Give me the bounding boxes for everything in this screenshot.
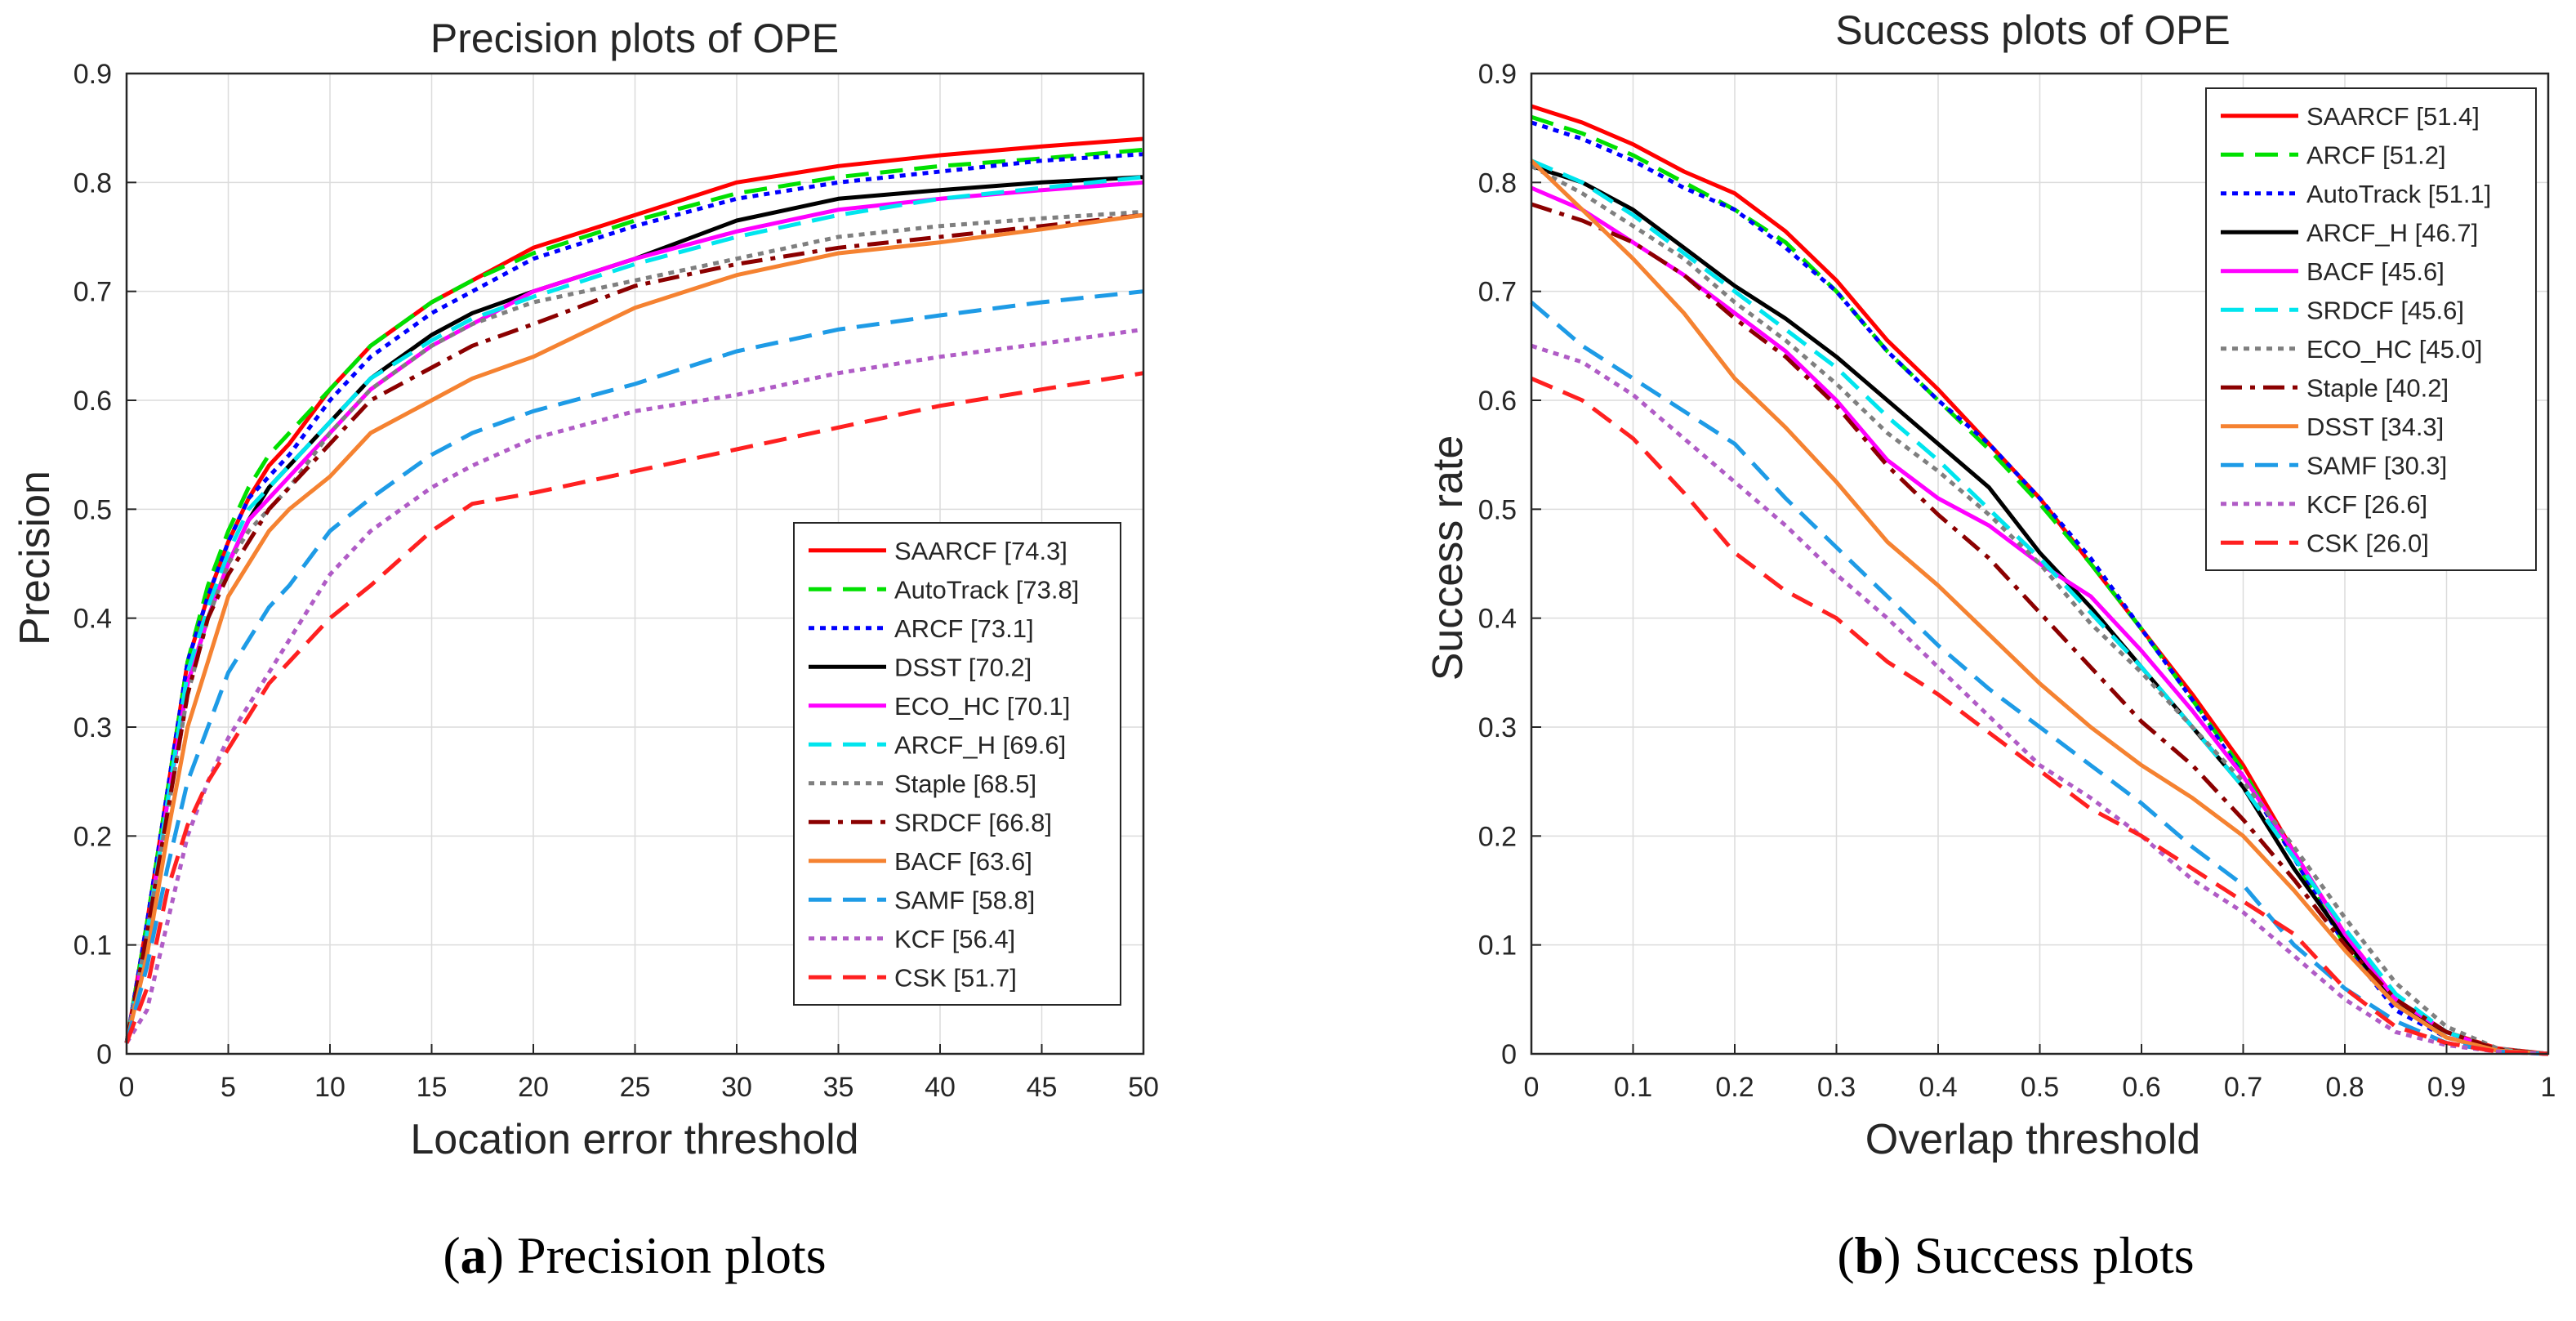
success-legend-label: DSST [34.3]: [2306, 413, 2444, 441]
success-legend-label: BACF [45.6]: [2306, 257, 2445, 286]
precision-series-arcf-h: [124, 175, 1144, 1044]
precision-y-tick-label: 0: [96, 1039, 112, 1070]
precision-series-bacf: [124, 212, 1144, 1044]
precision-x-tick-label: 35: [823, 1072, 854, 1103]
precision-legend-label: CSK [51.7]: [894, 963, 1017, 992]
precision-legend-label: SRDCF [66.8]: [894, 808, 1052, 837]
success-y-tick-label: 0.2: [1478, 821, 1517, 852]
precision-y-tick-label: 0.3: [74, 712, 112, 743]
precision-legend-label: ARCF [73.1]: [894, 614, 1034, 643]
precision-plot: Precision plots of OPE Location error th…: [11, 16, 1159, 1163]
success-legend-label: ECO_HC [45.0]: [2306, 335, 2482, 364]
success-y-tick-label: 0.5: [1478, 494, 1517, 525]
success-plot-x-label: Overlap threshold: [1865, 1116, 2200, 1163]
success-legend-label: SRDCF [45.6]: [2306, 296, 2464, 324]
precision-y-tick-label: 0.8: [74, 167, 112, 199]
success-plot: Success plots of OPE Overlap threshold S…: [1424, 7, 2556, 1163]
success-legend-label: SAMF [30.3]: [2306, 451, 2447, 480]
success-series-samf: [1530, 301, 2549, 1056]
precision-legend-label: AutoTrack [73.8]: [894, 575, 1079, 604]
precision-y-tick-label: 0.1: [74, 931, 112, 962]
success-x-tick-label: 0.7: [2224, 1072, 2262, 1103]
success-series-srdcf: [1531, 158, 2549, 1056]
precision-x-tick-label: 15: [417, 1072, 448, 1103]
precision-legend-label: BACF [63.6]: [894, 847, 1032, 876]
success-y-tick-label: 0.9: [1478, 59, 1517, 90]
success-legend-label: ARCF_H [46.7]: [2306, 218, 2478, 247]
success-y-tick-label: 0.1: [1478, 931, 1517, 962]
precision-x-tick-label: 45: [1027, 1072, 1058, 1103]
success-legend-label: SAARCF [51.4]: [2306, 102, 2480, 131]
precision-plot-title: Precision plots of OPE: [430, 16, 839, 61]
precision-x-tick-label: 25: [620, 1072, 651, 1103]
success-legend-label: ARCF [51.2]: [2306, 141, 2446, 169]
precision-series-samf: [124, 289, 1144, 1044]
success-y-tick-label: 0: [1501, 1039, 1517, 1070]
success-y-tick-label: 0.6: [1478, 386, 1517, 417]
success-x-tick-label: 0.8: [2325, 1072, 2364, 1103]
precision-x-tick-label: 20: [518, 1072, 549, 1103]
caption-b: (b) Success plots: [1837, 1226, 2195, 1284]
precision-x-tick-label: 10: [314, 1072, 345, 1103]
success-legend-label: KCF [26.6]: [2306, 490, 2427, 519]
precision-legend: [793, 522, 1121, 1006]
precision-x-tick-label: 50: [1128, 1072, 1159, 1103]
success-legend: [2205, 87, 2537, 571]
precision-series-arcf: [124, 152, 1144, 1044]
success-y-tick-label: 0.3: [1478, 712, 1517, 743]
success-x-tick-label: 0.5: [2021, 1072, 2059, 1103]
precision-series-staple: [124, 209, 1144, 1044]
precision-y-tick-label: 0.6: [74, 386, 112, 417]
precision-legend-label: DSST [70.2]: [894, 653, 1032, 681]
success-legend-label: Staple [40.2]: [2306, 373, 2449, 402]
precision-legend-label: ARCF_H [69.6]: [894, 730, 1066, 759]
precision-y-tick-label: 0.5: [74, 494, 112, 525]
success-legend-label: CSK [26.0]: [2306, 529, 2429, 557]
precision-y-tick-label: 0.9: [74, 59, 112, 90]
success-series-eco-hc: [1530, 164, 2549, 1056]
precision-y-tick-label: 0.7: [74, 277, 112, 308]
precision-legend-label: SAMF [58.8]: [894, 886, 1035, 914]
success-x-tick-label: 0: [1524, 1072, 1540, 1103]
success-series-csk: [1531, 377, 2549, 1056]
success-x-tick-label: 0.6: [2122, 1072, 2160, 1103]
success-plot-title: Success plots of OPE: [1835, 7, 2231, 53]
success-x-tick-label: 0.9: [2427, 1072, 2466, 1103]
precision-plot-x-label: Location error threshold: [410, 1116, 858, 1163]
success-x-tick-label: 1: [2541, 1072, 2556, 1103]
success-y-tick-label: 0.4: [1478, 604, 1517, 635]
caption-a: (a) Precision plots: [443, 1226, 827, 1284]
precision-y-tick-label: 0.2: [74, 821, 112, 852]
precision-legend-label: KCF [56.4]: [894, 925, 1015, 953]
success-x-tick-label: 0.3: [1817, 1072, 1856, 1103]
success-legend-label: AutoTrack [51.1]: [2306, 180, 2491, 208]
precision-x-tick-label: 0: [119, 1072, 135, 1103]
precision-x-tick-label: 30: [721, 1072, 752, 1103]
success-y-tick-label: 0.7: [1478, 277, 1517, 308]
precision-plot-y-label: Precision: [11, 471, 59, 645]
precision-legend-label: Staple [68.5]: [894, 770, 1036, 798]
success-x-tick-label: 0.1: [1614, 1072, 1652, 1103]
success-x-tick-label: 0.4: [1919, 1072, 1957, 1103]
precision-series-autotrack: [124, 147, 1144, 1044]
precision-legend-label: SAARCF [74.3]: [894, 537, 1067, 565]
precision-x-tick-label: 40: [925, 1072, 956, 1103]
success-y-tick-label: 0.8: [1478, 167, 1517, 199]
success-series-staple: [1531, 202, 2549, 1056]
success-series-dsst: [1530, 158, 2549, 1056]
success-x-tick-label: 0.2: [1715, 1072, 1754, 1103]
precision-x-tick-label: 5: [221, 1072, 236, 1103]
precision-y-tick-label: 0.4: [74, 604, 112, 635]
precision-legend-label: ECO_HC [70.1]: [894, 692, 1070, 721]
success-plot-y-label: Success rate: [1424, 435, 1472, 681]
success-series-kcf: [1531, 343, 2549, 1056]
